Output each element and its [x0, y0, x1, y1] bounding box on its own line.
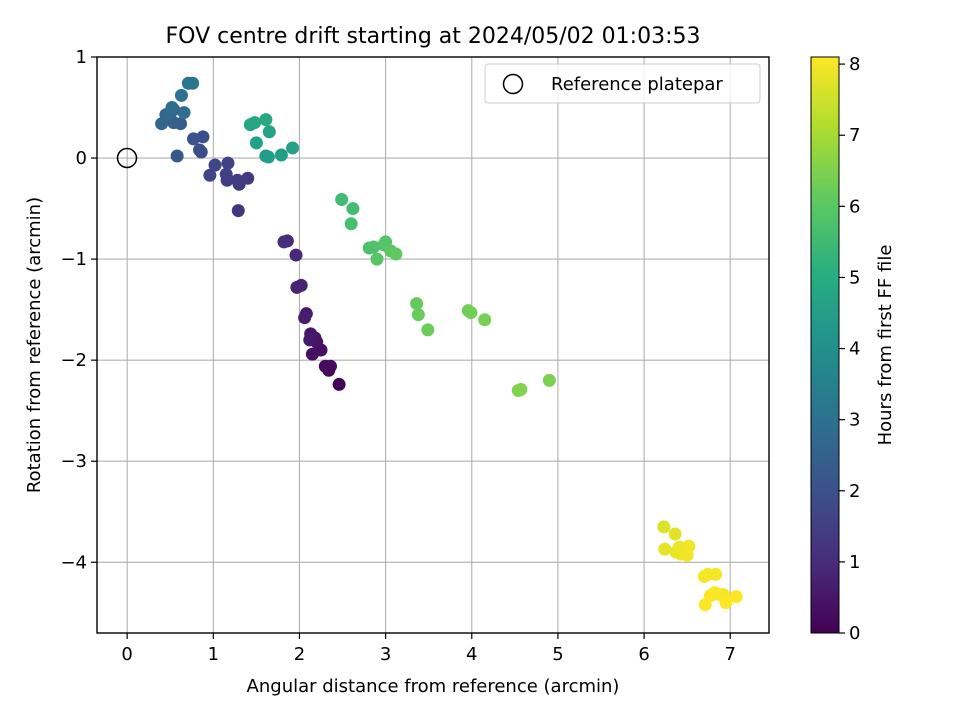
data-point	[323, 359, 337, 373]
data-point	[668, 527, 682, 541]
reference-platepar-marker	[116, 147, 138, 169]
data-point	[177, 106, 191, 120]
data-point	[332, 377, 346, 391]
data-point	[290, 280, 304, 294]
x-tick-label: 7	[725, 644, 736, 665]
data-point	[657, 520, 671, 534]
data-point	[249, 136, 263, 150]
y-tick-label: 1	[76, 47, 87, 68]
y-tick-label: −2	[60, 350, 87, 371]
data-point	[709, 567, 723, 581]
y-axis-label: Rotation from reference (arcmin)	[24, 197, 45, 493]
data-point	[221, 156, 235, 170]
data-point	[230, 173, 244, 187]
data-point	[346, 202, 360, 216]
data-point	[389, 247, 403, 261]
colorbar-tick-label: 3	[849, 410, 860, 431]
data-points	[155, 76, 743, 612]
data-point	[335, 192, 349, 206]
colorbar-tick-label: 7	[849, 125, 860, 146]
x-axis-label: Angular distance from reference (arcmin)	[247, 676, 620, 697]
data-point	[208, 158, 222, 172]
data-point	[274, 148, 288, 162]
data-point	[719, 596, 733, 610]
x-tick-label: 6	[638, 644, 649, 665]
x-tick-label: 4	[466, 644, 477, 665]
y-tick-label: −3	[60, 451, 87, 472]
data-point	[411, 308, 425, 322]
colorbar-gradient	[811, 57, 839, 633]
data-point	[305, 347, 319, 361]
y-axis-ticks: 1 0 −1 −2 −3 −4	[60, 47, 97, 573]
colorbar-tick-label: 4	[849, 339, 860, 360]
colorbar: 0 1 2 3 4 5 6 7 8 Hours from first FF file	[810, 54, 896, 644]
data-point	[478, 313, 492, 327]
colorbar-tick-label: 0	[849, 623, 860, 644]
x-tick-label: 1	[208, 644, 219, 665]
legend-open-circle-icon	[502, 73, 524, 95]
y-tick-label: 0	[76, 148, 87, 169]
data-point	[729, 590, 743, 604]
data-point	[464, 306, 478, 320]
data-point	[186, 132, 200, 146]
data-point	[193, 143, 207, 157]
data-point	[277, 235, 291, 249]
data-point	[344, 217, 358, 231]
colorbar-tick-label: 2	[849, 481, 860, 502]
data-point	[421, 323, 435, 337]
data-point	[289, 248, 303, 262]
data-point	[303, 333, 317, 347]
data-point	[298, 311, 312, 325]
data-point	[261, 150, 275, 164]
colorbar-ticks: 0 1 2 3 4 5 6 7 8	[839, 54, 860, 644]
colorbar-label: Hours from first FF file	[875, 245, 896, 446]
y-tick-label: −4	[60, 552, 87, 573]
legend-box	[484, 63, 761, 104]
data-point	[542, 373, 556, 387]
x-tick-label: 5	[552, 644, 563, 665]
data-point	[680, 548, 694, 562]
data-point	[248, 116, 262, 130]
data-point	[514, 382, 528, 396]
x-tick-label: 0	[121, 644, 132, 665]
data-point	[219, 167, 233, 181]
data-point	[262, 125, 276, 139]
colorbar-tick-label: 6	[849, 196, 860, 217]
data-point	[203, 168, 217, 182]
y-tick-label: −1	[60, 249, 87, 270]
colorbar-tick-label: 8	[849, 54, 860, 75]
data-point	[174, 88, 188, 102]
data-point	[410, 297, 424, 311]
data-point	[658, 542, 672, 556]
data-point	[367, 240, 381, 254]
data-point	[286, 141, 300, 155]
x-tick-label: 3	[380, 644, 391, 665]
data-point	[165, 101, 179, 115]
colorbar-tick-label: 1	[849, 552, 860, 573]
data-point	[231, 204, 245, 218]
x-axis-ticks: 0 1 2 3 4 5 6 7	[121, 633, 736, 665]
colorbar-tick-label: 5	[849, 267, 860, 288]
data-point	[370, 252, 384, 266]
data-point	[698, 598, 712, 612]
data-point	[186, 76, 200, 90]
x-tick-label: 2	[294, 644, 305, 665]
data-point	[259, 113, 273, 127]
colorbar-frame	[810, 56, 840, 634]
chart-title: FOV centre drift starting at 2024/05/02 …	[166, 24, 701, 49]
legend: Reference platepar	[484, 63, 761, 104]
legend-label: Reference platepar	[551, 74, 723, 95]
data-point	[170, 149, 184, 163]
plot-frame	[96, 56, 770, 634]
